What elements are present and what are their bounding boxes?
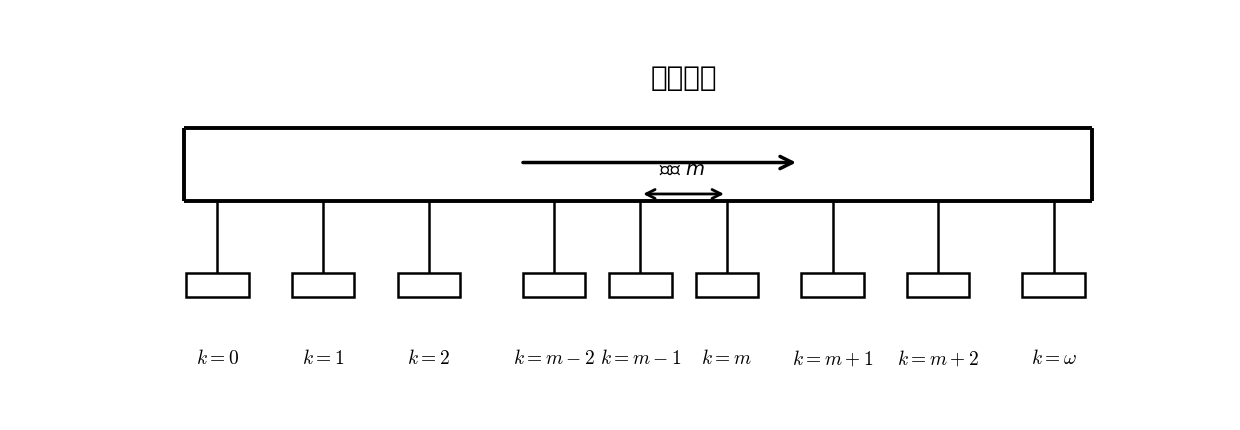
Text: $k=m+1$: $k=m+1$ bbox=[792, 349, 873, 369]
Text: $k=m-1$: $k=m-1$ bbox=[600, 349, 681, 369]
Text: 车流方向: 车流方向 bbox=[650, 64, 717, 92]
Bar bbox=[696, 273, 758, 297]
Bar bbox=[906, 273, 970, 297]
Bar bbox=[1022, 273, 1085, 297]
Bar bbox=[522, 273, 585, 297]
Text: $k=m+2$: $k=m+2$ bbox=[898, 349, 980, 369]
Text: 路段 $m$: 路段 $m$ bbox=[658, 160, 704, 179]
Text: $k=2$: $k=2$ bbox=[408, 349, 450, 369]
Bar bbox=[291, 273, 355, 297]
Bar bbox=[186, 273, 249, 297]
Text: $k=m-2$: $k=m-2$ bbox=[513, 349, 595, 369]
Bar bbox=[398, 273, 460, 297]
Text: $k=1$: $k=1$ bbox=[303, 349, 345, 369]
Text: $k=0$: $k=0$ bbox=[196, 349, 239, 369]
Bar bbox=[609, 273, 672, 297]
Text: $k=m$: $k=m$ bbox=[702, 349, 753, 369]
Bar bbox=[801, 273, 864, 297]
Text: $k=\omega$: $k=\omega$ bbox=[1030, 349, 1076, 369]
